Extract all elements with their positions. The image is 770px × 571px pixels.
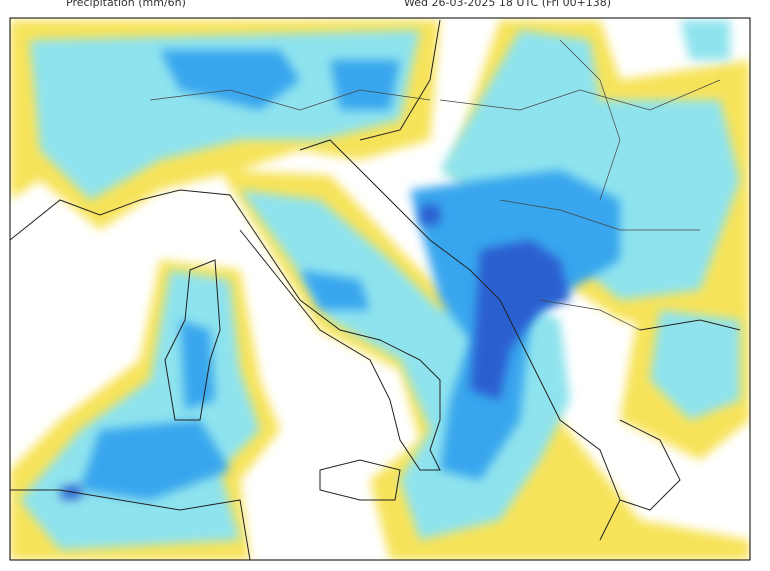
map-frame xyxy=(9,17,751,561)
map-area xyxy=(10,18,750,560)
coastlines xyxy=(10,19,741,560)
map-timestamp: Wed 26-03-2025 18 UTC (Fri 00+138) xyxy=(404,0,612,9)
borders xyxy=(149,39,721,331)
map-title: Precipitation (mm/6h) xyxy=(66,0,186,9)
